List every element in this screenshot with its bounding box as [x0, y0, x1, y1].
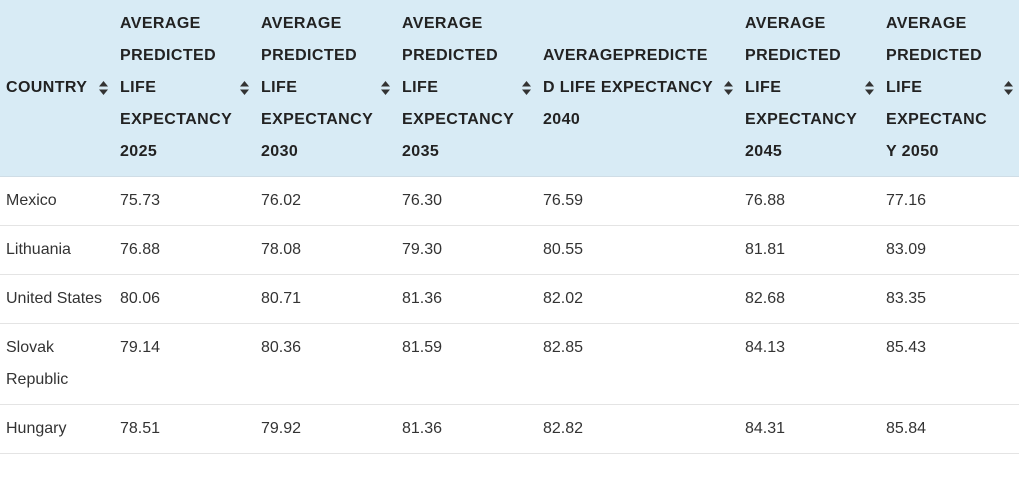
column-header-label: COUNTRY: [6, 79, 88, 96]
table-header: COUNTRY AVERAGE PREDICTED LIFE EXPECTANC…: [0, 0, 1019, 177]
value-cell: 81.36: [396, 404, 537, 454]
country-cell: Slovak Republic: [0, 323, 114, 405]
column-header-label: AVERAGE PREDICTED LIFE EXPECTANCY 2030: [261, 15, 373, 160]
column-header-label: AVERAGE PREDICTED LIFE EXPECTANCY 2025: [120, 15, 232, 160]
value-cell: 78.08: [255, 225, 396, 275]
value-cell: 84.13: [739, 323, 880, 405]
table-row: Mexico 75.73 76.02 76.30 76.59 76.88 77.…: [0, 176, 1019, 226]
sort-icon[interactable]: [381, 81, 390, 95]
value-cell: 79.30: [396, 225, 537, 275]
value-cell: 84.31: [739, 404, 880, 454]
value-cell: 76.88: [114, 225, 255, 275]
value-cell: 80.71: [255, 274, 396, 324]
country-cell: Hungary: [0, 404, 114, 454]
value-cell: 80.36: [255, 323, 396, 405]
value-cell: 79.92: [255, 404, 396, 454]
table-row: Hungary 78.51 79.92 81.36 82.82 84.31 85…: [0, 404, 1019, 454]
column-header-2030[interactable]: AVERAGE PREDICTED LIFE EXPECTANCY 2030: [255, 0, 396, 177]
value-cell: 76.30: [396, 176, 537, 226]
country-cell: Lithuania: [0, 225, 114, 275]
country-cell: United States: [0, 274, 114, 324]
value-cell: 75.73: [114, 176, 255, 226]
table-row: United States 80.06 80.71 81.36 82.02 82…: [0, 274, 1019, 324]
column-header-label: AVERAGE PREDICTED LIFE EXPECTANCY 2045: [745, 15, 857, 160]
value-cell: 80.55: [537, 225, 739, 275]
value-cell: 78.51: [114, 404, 255, 454]
value-cell: 81.36: [396, 274, 537, 324]
value-cell: 85.84: [880, 404, 1019, 454]
value-cell: 82.85: [537, 323, 739, 405]
table-row: Lithuania 76.88 78.08 79.30 80.55 81.81 …: [0, 225, 1019, 275]
table-body: Mexico 75.73 76.02 76.30 76.59 76.88 77.…: [0, 176, 1019, 454]
column-header-2035[interactable]: AVERAGE PREDICTED LIFE EXPECTANCY 2035: [396, 0, 537, 177]
value-cell: 81.59: [396, 323, 537, 405]
country-cell: Mexico: [0, 176, 114, 226]
life-expectancy-table: COUNTRY AVERAGE PREDICTED LIFE EXPECTANC…: [0, 0, 1019, 454]
value-cell: 76.59: [537, 176, 739, 226]
table-row: Slovak Republic 79.14 80.36 81.59 82.85 …: [0, 323, 1019, 405]
column-header-2050[interactable]: AVERAGE PREDICTED LIFE EXPECTANCY 2050: [880, 0, 1019, 177]
sort-icon[interactable]: [522, 81, 531, 95]
value-cell: 85.43: [880, 323, 1019, 405]
sort-icon[interactable]: [99, 81, 108, 95]
column-header-2045[interactable]: AVERAGE PREDICTED LIFE EXPECTANCY 2045: [739, 0, 880, 177]
value-cell: 83.35: [880, 274, 1019, 324]
column-header-2040[interactable]: AVERAGEPREDICTED LIFE EXPECTANCY 2040: [537, 0, 739, 177]
column-header-label: AVERAGE PREDICTED LIFE EXPECTANCY 2035: [402, 15, 514, 160]
column-header-2025[interactable]: AVERAGE PREDICTED LIFE EXPECTANCY 2025: [114, 0, 255, 177]
sort-icon[interactable]: [240, 81, 249, 95]
sort-icon[interactable]: [1004, 81, 1013, 95]
value-cell: 81.81: [739, 225, 880, 275]
value-cell: 83.09: [880, 225, 1019, 275]
value-cell: 77.16: [880, 176, 1019, 226]
value-cell: 80.06: [114, 274, 255, 324]
column-header-country[interactable]: COUNTRY: [0, 0, 114, 177]
sort-icon[interactable]: [865, 81, 874, 95]
value-cell: 79.14: [114, 323, 255, 405]
value-cell: 76.88: [739, 176, 880, 226]
value-cell: 82.02: [537, 274, 739, 324]
value-cell: 82.68: [739, 274, 880, 324]
value-cell: 76.02: [255, 176, 396, 226]
sort-icon[interactable]: [724, 81, 733, 95]
column-header-label: AVERAGE PREDICTED LIFE EXPECTANCY 2050: [886, 15, 988, 160]
column-header-label: AVERAGEPREDICTED LIFE EXPECTANCY 2040: [543, 47, 713, 128]
value-cell: 82.82: [537, 404, 739, 454]
header-row: COUNTRY AVERAGE PREDICTED LIFE EXPECTANC…: [0, 0, 1019, 177]
